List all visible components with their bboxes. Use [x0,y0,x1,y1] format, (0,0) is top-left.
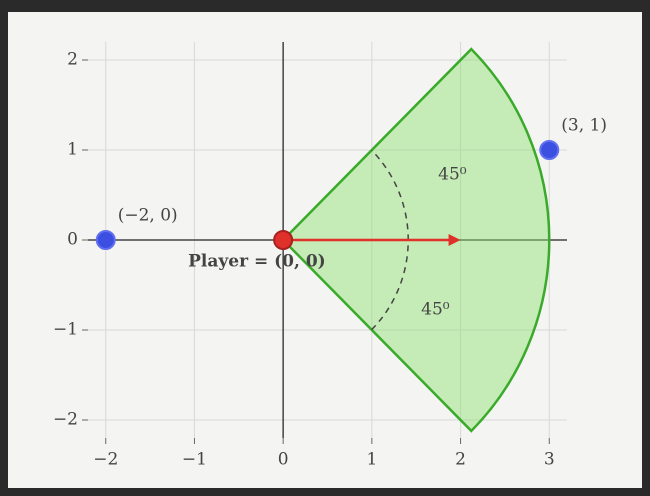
y-tick-label: 1 [67,140,78,160]
chart-background [8,12,642,488]
arrow-head [448,234,461,246]
point-label: (−2, 0) [118,206,178,226]
y-tick-label: −2 [53,410,78,430]
x-tick-label: −1 [182,450,207,470]
x-tick-label: 3 [544,450,555,470]
x-tick-label: −2 [93,450,118,470]
x-tick-label: 1 [366,450,377,470]
y-tick-label: −1 [53,320,78,340]
y-tick-label: 0 [67,230,78,250]
player-point [273,230,294,250]
point-label: (3, 1) [561,116,607,136]
point [95,230,116,250]
angle-label: 45⁰ [421,300,450,320]
point [539,140,560,160]
player-label: Player = (0, 0) [188,252,326,272]
y-tick-label: 2 [67,50,78,70]
angle-label: 45⁰ [438,165,467,185]
x-tick-label: 2 [455,450,466,470]
x-tick-label: 0 [278,450,289,470]
